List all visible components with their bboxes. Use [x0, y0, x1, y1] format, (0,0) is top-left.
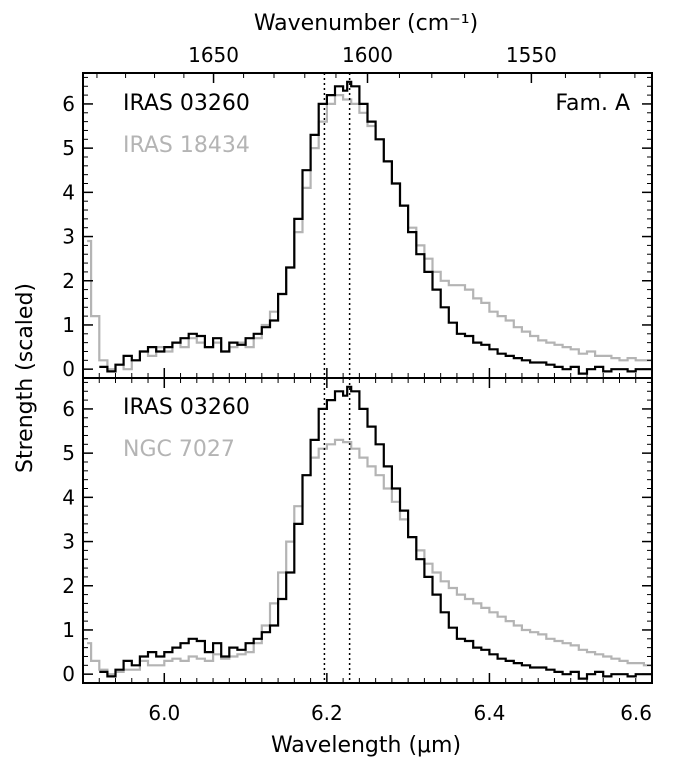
ytick-label-bottom: 1	[62, 618, 75, 642]
xtick-label: 6.0	[148, 701, 180, 725]
panel-top-vlines	[323, 73, 351, 378]
legend-bottom-series-1: IRAS 03260	[123, 395, 250, 420]
series-bottom-1-line	[99, 385, 652, 680]
panel-top-yticks: 0 1 2 3 4 5 6	[62, 76, 652, 381]
ytick-label-top: 1	[62, 313, 75, 337]
ytick-label-top: 2	[62, 269, 75, 293]
panel-top: 0 1 2 3 4 5 6 IRAS 03260 IRAS 18434 Fam. A	[62, 72, 653, 381]
series-top-1-line	[99, 80, 652, 375]
panel-top-series	[87, 80, 652, 375]
xtick-label: 6.4	[474, 701, 506, 725]
xtick-label: 6.2	[311, 701, 343, 725]
top-axis-label: Wavenumber (cm⁻¹)	[254, 11, 478, 36]
legend-top-series-1: IRAS 03260	[123, 91, 250, 116]
panel-bottom-series	[87, 385, 652, 680]
series-bottom-2-line	[87, 438, 652, 676]
top-axis-tick-label: 1550	[506, 43, 557, 67]
ytick-label-bottom: 0	[62, 662, 75, 686]
legend-bottom-series-2: NGC 7027	[123, 437, 235, 462]
ytick-label-top: 3	[62, 225, 75, 249]
ytick-label-top: 6	[62, 92, 75, 116]
legend-top-series-2: IRAS 18434	[123, 133, 250, 158]
ytick-label-bottom: 6	[62, 397, 75, 421]
panel-bottom-yticks: 0 1 2 3 4 5 6	[62, 381, 652, 686]
ytick-label-bottom: 2	[62, 574, 75, 598]
top-axis-tick-label: 1600	[342, 43, 393, 67]
ytick-label-top: 4	[62, 180, 75, 204]
ytick-label-bottom: 4	[62, 485, 75, 509]
family-annotation: Fam. A	[555, 91, 630, 116]
xtick-label: 6.6	[620, 701, 652, 725]
panel-bottom: 0 1 2 3 4 5 6 6.0 6.2 6.4 6.6 IRAS 03260 NGC 7027	[62, 377, 653, 725]
ytick-label-top: 0	[62, 357, 75, 381]
ytick-label-bottom: 3	[62, 530, 75, 554]
y-axis-label: Strength (scaled)	[13, 283, 38, 473]
panel-bottom-frame	[82, 377, 653, 684]
top-axis-ticks: 1650 1600 1550	[96, 43, 636, 83]
x-axis-label: Wavelength (μm)	[271, 733, 461, 758]
top-axis-tick-label: 1650	[188, 43, 239, 67]
panel-bottom-vlines	[323, 378, 351, 683]
ytick-label-top: 5	[62, 136, 75, 160]
ytick-label-bottom: 5	[62, 441, 75, 465]
panel-bottom-xticks: 6.0 6.2 6.4 6.6	[82, 378, 653, 725]
